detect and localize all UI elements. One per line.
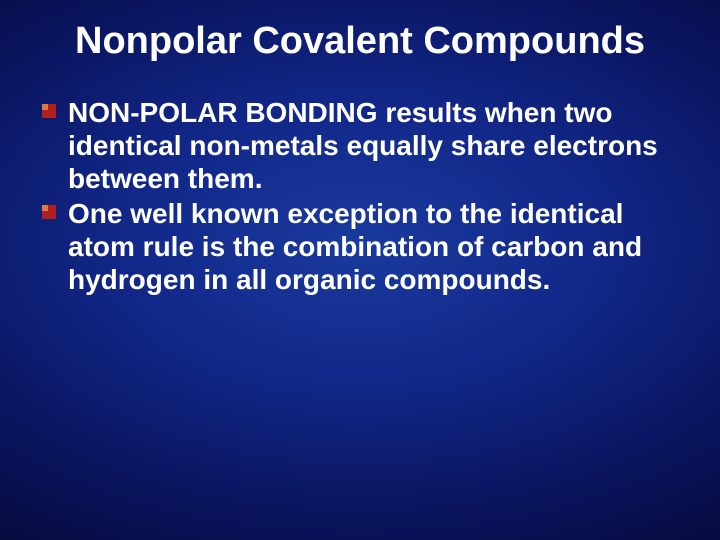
list-item: NON-POLAR BONDING results when two ident… [42, 96, 680, 195]
bullet-icon [42, 205, 56, 219]
list-item-text: One well known exception to the identica… [68, 198, 642, 295]
list-item: One well known exception to the identica… [42, 197, 680, 296]
slide: Nonpolar Covalent Compounds NON-POLAR BO… [0, 0, 720, 540]
slide-title: Nonpolar Covalent Compounds [40, 20, 680, 64]
list-item-text: NON-POLAR BONDING results when two ident… [68, 97, 658, 194]
bullet-list: NON-POLAR BONDING results when two ident… [40, 96, 680, 296]
bullet-icon [42, 104, 56, 118]
